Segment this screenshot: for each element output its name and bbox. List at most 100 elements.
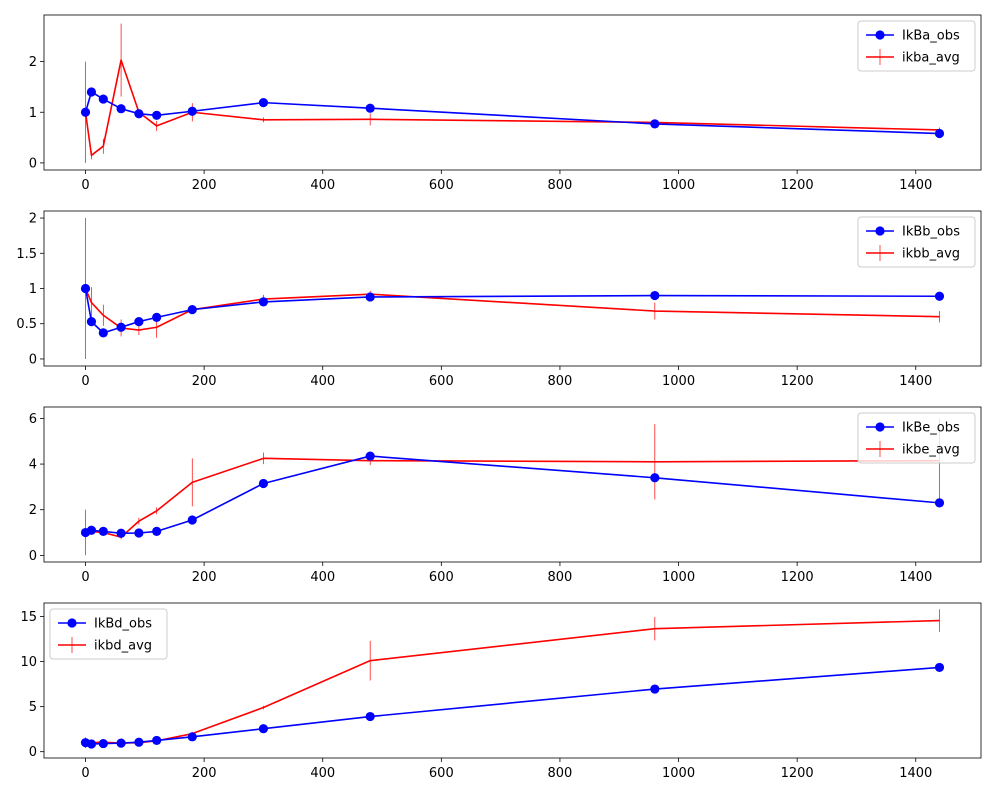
legend-label: ikbb_avg: [902, 247, 960, 262]
data-point-IkBb_obs: [187, 305, 197, 315]
x-tick-label: 0: [81, 178, 89, 193]
data-point-IkBd_obs: [134, 737, 144, 747]
data-point-IkBe_obs: [116, 528, 126, 538]
series-line-IkBe_obs: [85, 455, 940, 535]
series-line-IkBb_obs: [84, 288, 940, 334]
x-tick-label: 600: [429, 570, 454, 585]
y-tick-label: 5: [29, 700, 37, 715]
legend: IkBd_obs ikbd_avg: [49, 608, 168, 660]
data-point-IkBa_obs: [80, 107, 91, 117]
y-tick-label: 4: [29, 458, 37, 473]
y-tick-label: 1: [29, 282, 37, 297]
data-point-IkBa_obs: [98, 94, 108, 104]
data-point-IkBb_obs: [80, 283, 91, 294]
legend-marker-IkBa_obs: [875, 30, 885, 40]
series-line-ikbe_avg: [85, 457, 940, 538]
legend-box: [857, 216, 976, 268]
data-point-IkBe_obs: [934, 498, 945, 508]
y-tick-label: 0: [29, 745, 37, 760]
x-tick-label: 1000: [662, 766, 695, 781]
subplot-2: 0 200 400 600 800 1000 1200 1400 0 0.5 1 1.5 2 IkBb_o…: [16, 210, 982, 389]
x-tick-label: 1200: [781, 374, 814, 389]
axes-frame: [43, 406, 982, 563]
subplot-3: 0 200 400 600 800 1000 1200 1400 0 2 4 6 IkBe_obsikb…: [29, 406, 982, 585]
x-tick-label: 1400: [899, 766, 932, 781]
x-tick-label: 600: [429, 178, 454, 193]
legend-marker-IkBb_obs: [875, 226, 885, 236]
x-tick-label: 400: [310, 178, 335, 193]
y-tick-label: 0: [29, 352, 37, 367]
x-tick-label: 400: [310, 766, 335, 781]
subplot-4: 0 200 400 600 800 1000 1200 1400 0 5 10 15 IkBd_obsi…: [20, 602, 982, 781]
x-tick-label: 0: [81, 766, 89, 781]
data-point-IkBa_obs: [934, 128, 945, 139]
data-point-IkBd_obs: [365, 711, 375, 722]
legend-label: IkBe_obs: [902, 421, 960, 436]
series-line-IkBd_obs: [85, 666, 940, 745]
data-point-IkBa_obs: [650, 119, 660, 129]
x-tick-label: 200: [192, 766, 217, 781]
data-point-IkBd_obs: [86, 739, 97, 749]
data-point-IkBb_obs: [934, 291, 945, 301]
y-tick-label: 6: [29, 412, 37, 427]
y-tick-label: 2: [29, 503, 37, 518]
y-tick-label: 0: [29, 549, 37, 564]
legend-label: IkBd_obs: [94, 617, 152, 632]
subplot-1: 0 200 400 600 800 1000 1200 1400 0 1 2 IkBa_obsikba…: [29, 14, 982, 193]
data-point-IkBb_obs: [98, 328, 108, 338]
x-tick-label: 1200: [781, 766, 814, 781]
data-point-IkBe_obs: [98, 526, 108, 537]
series-line-ikbb_avg: [84, 288, 940, 331]
y-tick-label: 15: [20, 610, 37, 625]
series-line-ikbd_avg: [85, 619, 940, 744]
x-tick-label: 600: [429, 374, 454, 389]
legend-label: IkBa_obs: [902, 29, 960, 44]
legend-marker-IkBd_obs: [67, 618, 77, 628]
legend: IkBb_obs ikbb_avg: [857, 216, 976, 268]
plot-area: [80, 609, 945, 749]
x-tick-label: 200: [192, 570, 217, 585]
y-tick-label: 10: [20, 655, 37, 670]
y-tick-label: 1.5: [16, 247, 37, 262]
y-tick-label: 2: [29, 212, 37, 227]
legend-marker-IkBe_obs: [875, 422, 885, 432]
data-point-IkBe_obs: [134, 528, 144, 538]
x-tick-label: 200: [192, 374, 217, 389]
data-point-IkBe_obs: [365, 451, 375, 461]
legend-box: [857, 20, 976, 72]
x-tick-label: 600: [429, 766, 454, 781]
legend-label: IkBb_obs: [902, 225, 960, 240]
data-point-IkBa_obs: [152, 110, 162, 120]
axes-frame: [43, 14, 982, 171]
x-tick-label: 800: [548, 766, 573, 781]
x-tick-label: 0: [81, 374, 89, 389]
legend-label: ikbe_avg: [902, 443, 960, 458]
x-tick-label: 800: [548, 178, 573, 193]
x-tick-label: 1000: [662, 178, 695, 193]
x-tick-label: 1000: [662, 374, 695, 389]
data-point-IkBd_obs: [934, 662, 945, 673]
data-point-IkBa_obs: [86, 87, 97, 97]
legend-box: [49, 608, 168, 660]
y-tick-label: 2: [29, 55, 37, 70]
plot-area: [80, 23, 945, 163]
data-point-IkBe_obs: [258, 478, 269, 489]
legend-label: ikbd_avg: [94, 639, 152, 654]
x-tick-label: 400: [310, 374, 335, 389]
data-point-IkBd_obs: [258, 724, 269, 734]
x-tick-label: 1400: [899, 374, 932, 389]
data-point-IkBb_obs: [365, 292, 375, 302]
plot-area: [80, 418, 945, 556]
x-tick-label: 0: [81, 570, 89, 585]
plot-area: [80, 218, 945, 359]
data-point-IkBa_obs: [187, 106, 197, 116]
data-point-IkBe_obs: [152, 526, 162, 537]
y-tick-label: 0.5: [16, 317, 37, 332]
y-tick-label: 0: [29, 156, 37, 171]
data-point-IkBe_obs: [86, 525, 97, 535]
data-point-IkBb_obs: [134, 317, 144, 327]
data-point-IkBd_obs: [187, 732, 197, 742]
data-point-IkBd_obs: [116, 738, 126, 748]
x-tick-label: 800: [548, 570, 573, 585]
data-point-IkBd_obs: [98, 738, 108, 749]
